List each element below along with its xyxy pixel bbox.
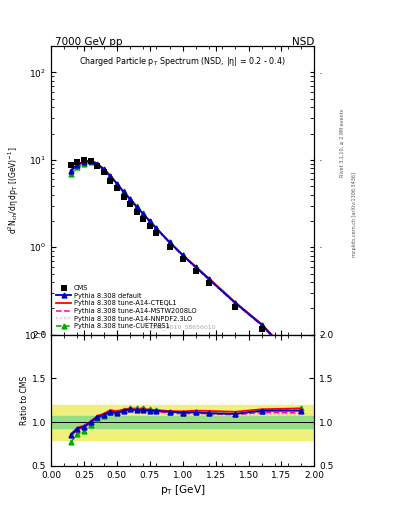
Text: CMS_2010_S8656010: CMS_2010_S8656010 [149,325,216,330]
X-axis label: $\mathrm{p_T}$ [GeV]: $\mathrm{p_T}$ [GeV] [160,482,206,497]
Text: 7000 GeV pp: 7000 GeV pp [55,37,123,47]
Y-axis label: $\mathrm{d^2N_{ch}/d\eta\,dp_T\ [(GeV)^{-1}]}$: $\mathrm{d^2N_{ch}/d\eta\,dp_T\ [(GeV)^{… [7,146,21,234]
Text: mcplots.cern.ch [arXiv:1306.3436]: mcplots.cern.ch [arXiv:1306.3436] [352,173,357,258]
Legend: CMS, Pythia 8.308 default, Pythia 8.308 tune-A14-CTEQL1, Pythia 8.308 tune-A14-M: CMS, Pythia 8.308 default, Pythia 8.308 … [54,283,198,331]
Text: Charged Particle $\mathrm{p_T}$ Spectrum (NSD, $\mathrm{|\eta|}$ = 0.2 - 0.4): Charged Particle $\mathrm{p_T}$ Spectrum… [79,55,286,68]
Y-axis label: Ratio to CMS: Ratio to CMS [20,376,29,425]
Text: Rivet 3.1.10, ≥ 2.9M events: Rivet 3.1.10, ≥ 2.9M events [340,109,345,178]
Text: NSD: NSD [292,37,314,47]
